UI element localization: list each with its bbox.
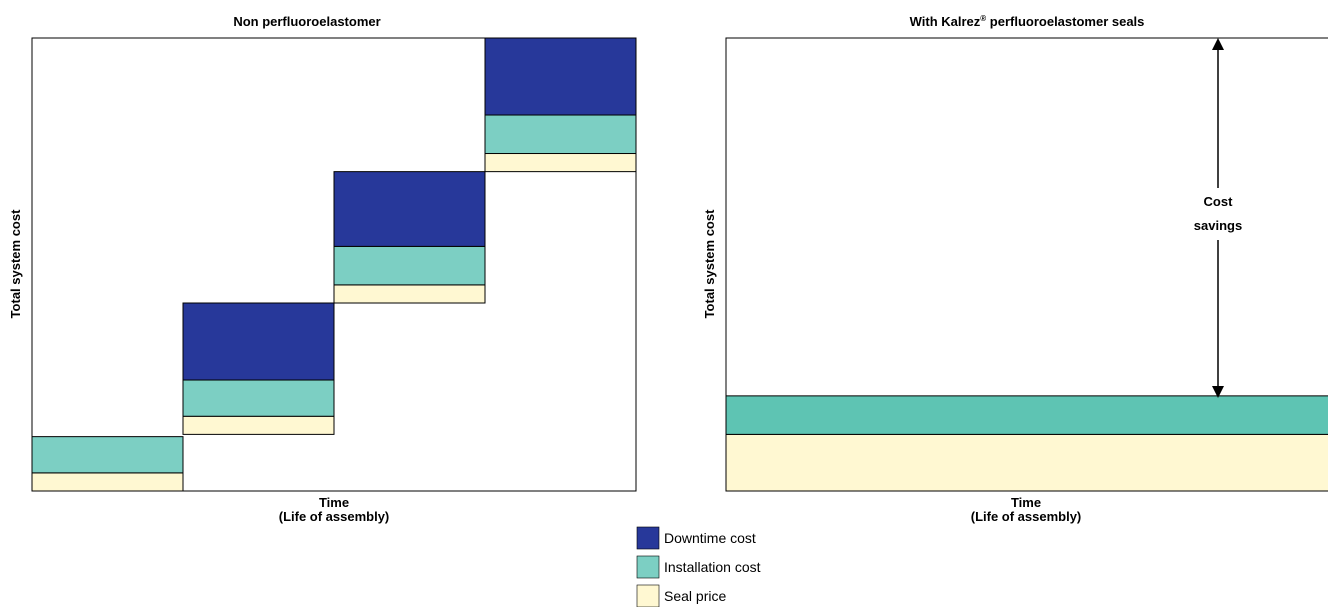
cost-savings-label-line2: savings — [1194, 218, 1242, 233]
left-x-axis-label-line1: Time — [319, 495, 349, 510]
left-bar-4-downtime — [484, 37, 637, 116]
left-chart: Non perfluoroelastomer Total system cost… — [8, 14, 637, 524]
cost-savings-label-line1: Cost — [1204, 194, 1234, 209]
left-bar-4-seal — [484, 153, 637, 173]
left-bar-1-seal — [31, 472, 184, 492]
left-bar-3-seal — [333, 284, 486, 304]
legend-label-seal: Seal price — [664, 588, 726, 604]
legend-swatch-installation — [636, 555, 660, 579]
left-chart-title: Non perfluoroelastomer — [233, 14, 380, 29]
right-title-suffix: perfluoroelastomer seals — [986, 14, 1144, 29]
left-bar-4-installation — [484, 114, 637, 155]
legend: Downtime cost Installation cost Seal pri… — [636, 526, 761, 608]
left-bar-3-downtime — [333, 171, 486, 247]
right-x-axis-label-line2: (Life of assembly) — [971, 509, 1082, 524]
right-chart: With Kalrez® perfluoroelastomer seals To… — [702, 14, 1328, 524]
left-plot-frame — [31, 37, 637, 492]
right-title-prefix: With Kalrez — [910, 14, 981, 29]
legend-label-installation: Installation cost — [664, 559, 761, 575]
right-chart-bands — [725, 395, 1328, 492]
left-bar-1-installation — [31, 436, 184, 474]
right-chart-title: With Kalrez® perfluoroelastomer seals — [910, 14, 1145, 29]
right-x-axis-label-line1: Time — [1011, 495, 1041, 510]
legend-swatch-downtime — [636, 526, 660, 550]
left-chart-bars — [31, 37, 637, 492]
left-y-axis-label: Total system cost — [8, 209, 23, 319]
right-y-axis-label: Total system cost — [702, 209, 717, 319]
right-band-installation — [725, 395, 1328, 435]
left-bar-3-installation — [333, 245, 486, 286]
right-plot-frame — [725, 37, 1328, 492]
right-band-seal — [725, 433, 1328, 492]
left-bar-2-downtime — [182, 302, 335, 381]
legend-swatch-seal — [636, 584, 660, 608]
left-bar-2-seal — [182, 415, 335, 435]
legend-label-downtime: Downtime cost — [664, 530, 756, 546]
left-x-axis-label-line2: (Life of assembly) — [279, 509, 390, 524]
right-title-registered-mark: ® — [980, 14, 986, 23]
left-bar-2-installation — [182, 379, 335, 417]
